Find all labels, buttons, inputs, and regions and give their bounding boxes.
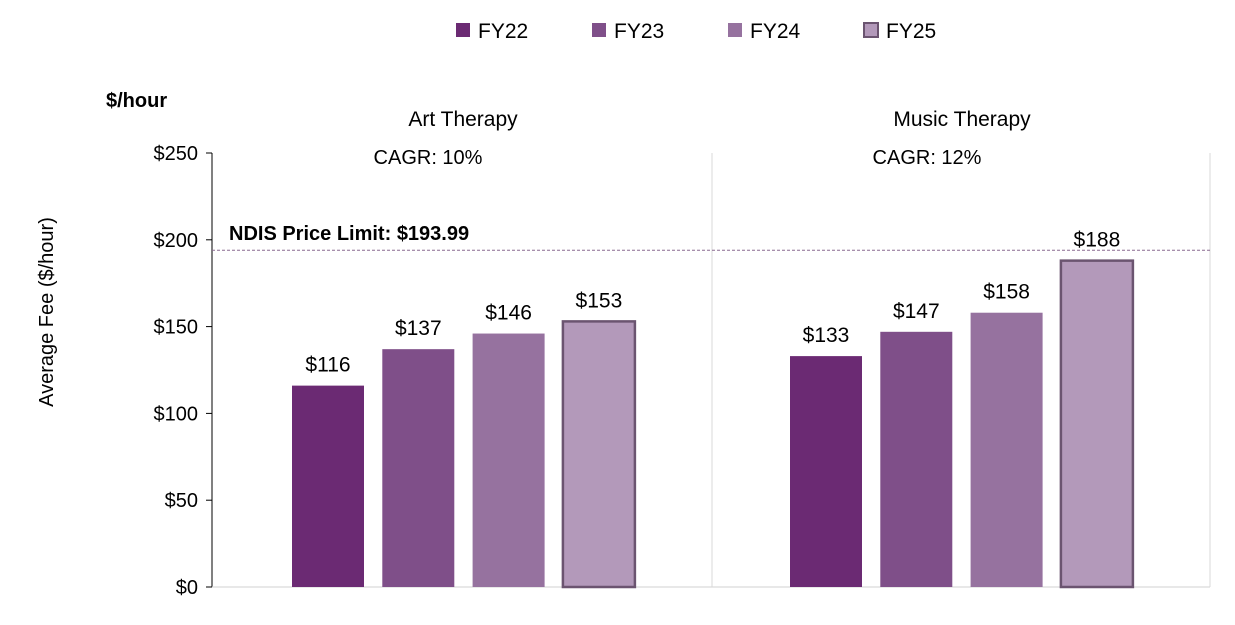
legend-label-FY24: FY24 bbox=[750, 20, 801, 43]
y-tick-label: $250 bbox=[154, 143, 199, 165]
bar-FY24 bbox=[970, 312, 1043, 587]
legend-swatch-FY24 bbox=[728, 23, 742, 37]
unit-label: $/hour bbox=[106, 90, 167, 112]
legend-swatch-FY22 bbox=[456, 23, 470, 37]
legend-label-FY22: FY22 bbox=[478, 20, 528, 43]
data-label: $153 bbox=[576, 289, 623, 312]
data-label: $137 bbox=[395, 317, 442, 340]
y-tick-label: $100 bbox=[154, 403, 199, 425]
bar-FY25 bbox=[561, 320, 637, 589]
data-label: $147 bbox=[893, 300, 940, 323]
legend-label-FY25: FY25 bbox=[886, 20, 936, 43]
y-tick-label: $200 bbox=[154, 230, 199, 252]
legend-swatch-FY25 bbox=[863, 22, 879, 38]
group-cagr: CAGR: 12% bbox=[873, 147, 982, 169]
bar-FY23 bbox=[880, 331, 953, 587]
group-cagr: CAGR: 10% bbox=[374, 147, 483, 169]
bar-FY22 bbox=[292, 385, 364, 587]
bar-FY23 bbox=[382, 349, 455, 587]
data-label: $158 bbox=[983, 281, 1030, 304]
reference-line-label: NDIS Price Limit: $193.99 bbox=[229, 223, 469, 245]
group-label: Art Therapy bbox=[408, 108, 518, 131]
legend-label-FY23: FY23 bbox=[614, 20, 664, 43]
bar-FY25 bbox=[1059, 259, 1135, 589]
data-label: $146 bbox=[485, 302, 532, 325]
legend-swatch-FY23 bbox=[592, 23, 606, 37]
y-tick-label: $150 bbox=[154, 317, 199, 339]
bar-FY22 bbox=[790, 356, 862, 587]
y-tick-label: $0 bbox=[176, 577, 198, 599]
data-label: $116 bbox=[305, 354, 350, 377]
data-label: $188 bbox=[1074, 229, 1121, 252]
y-axis-title: Average Fee ($/hour) bbox=[36, 217, 58, 407]
data-label: $133 bbox=[803, 324, 850, 347]
group-label: Music Therapy bbox=[893, 108, 1031, 131]
y-tick-label: $50 bbox=[165, 490, 198, 512]
bar-FY24 bbox=[472, 333, 545, 587]
